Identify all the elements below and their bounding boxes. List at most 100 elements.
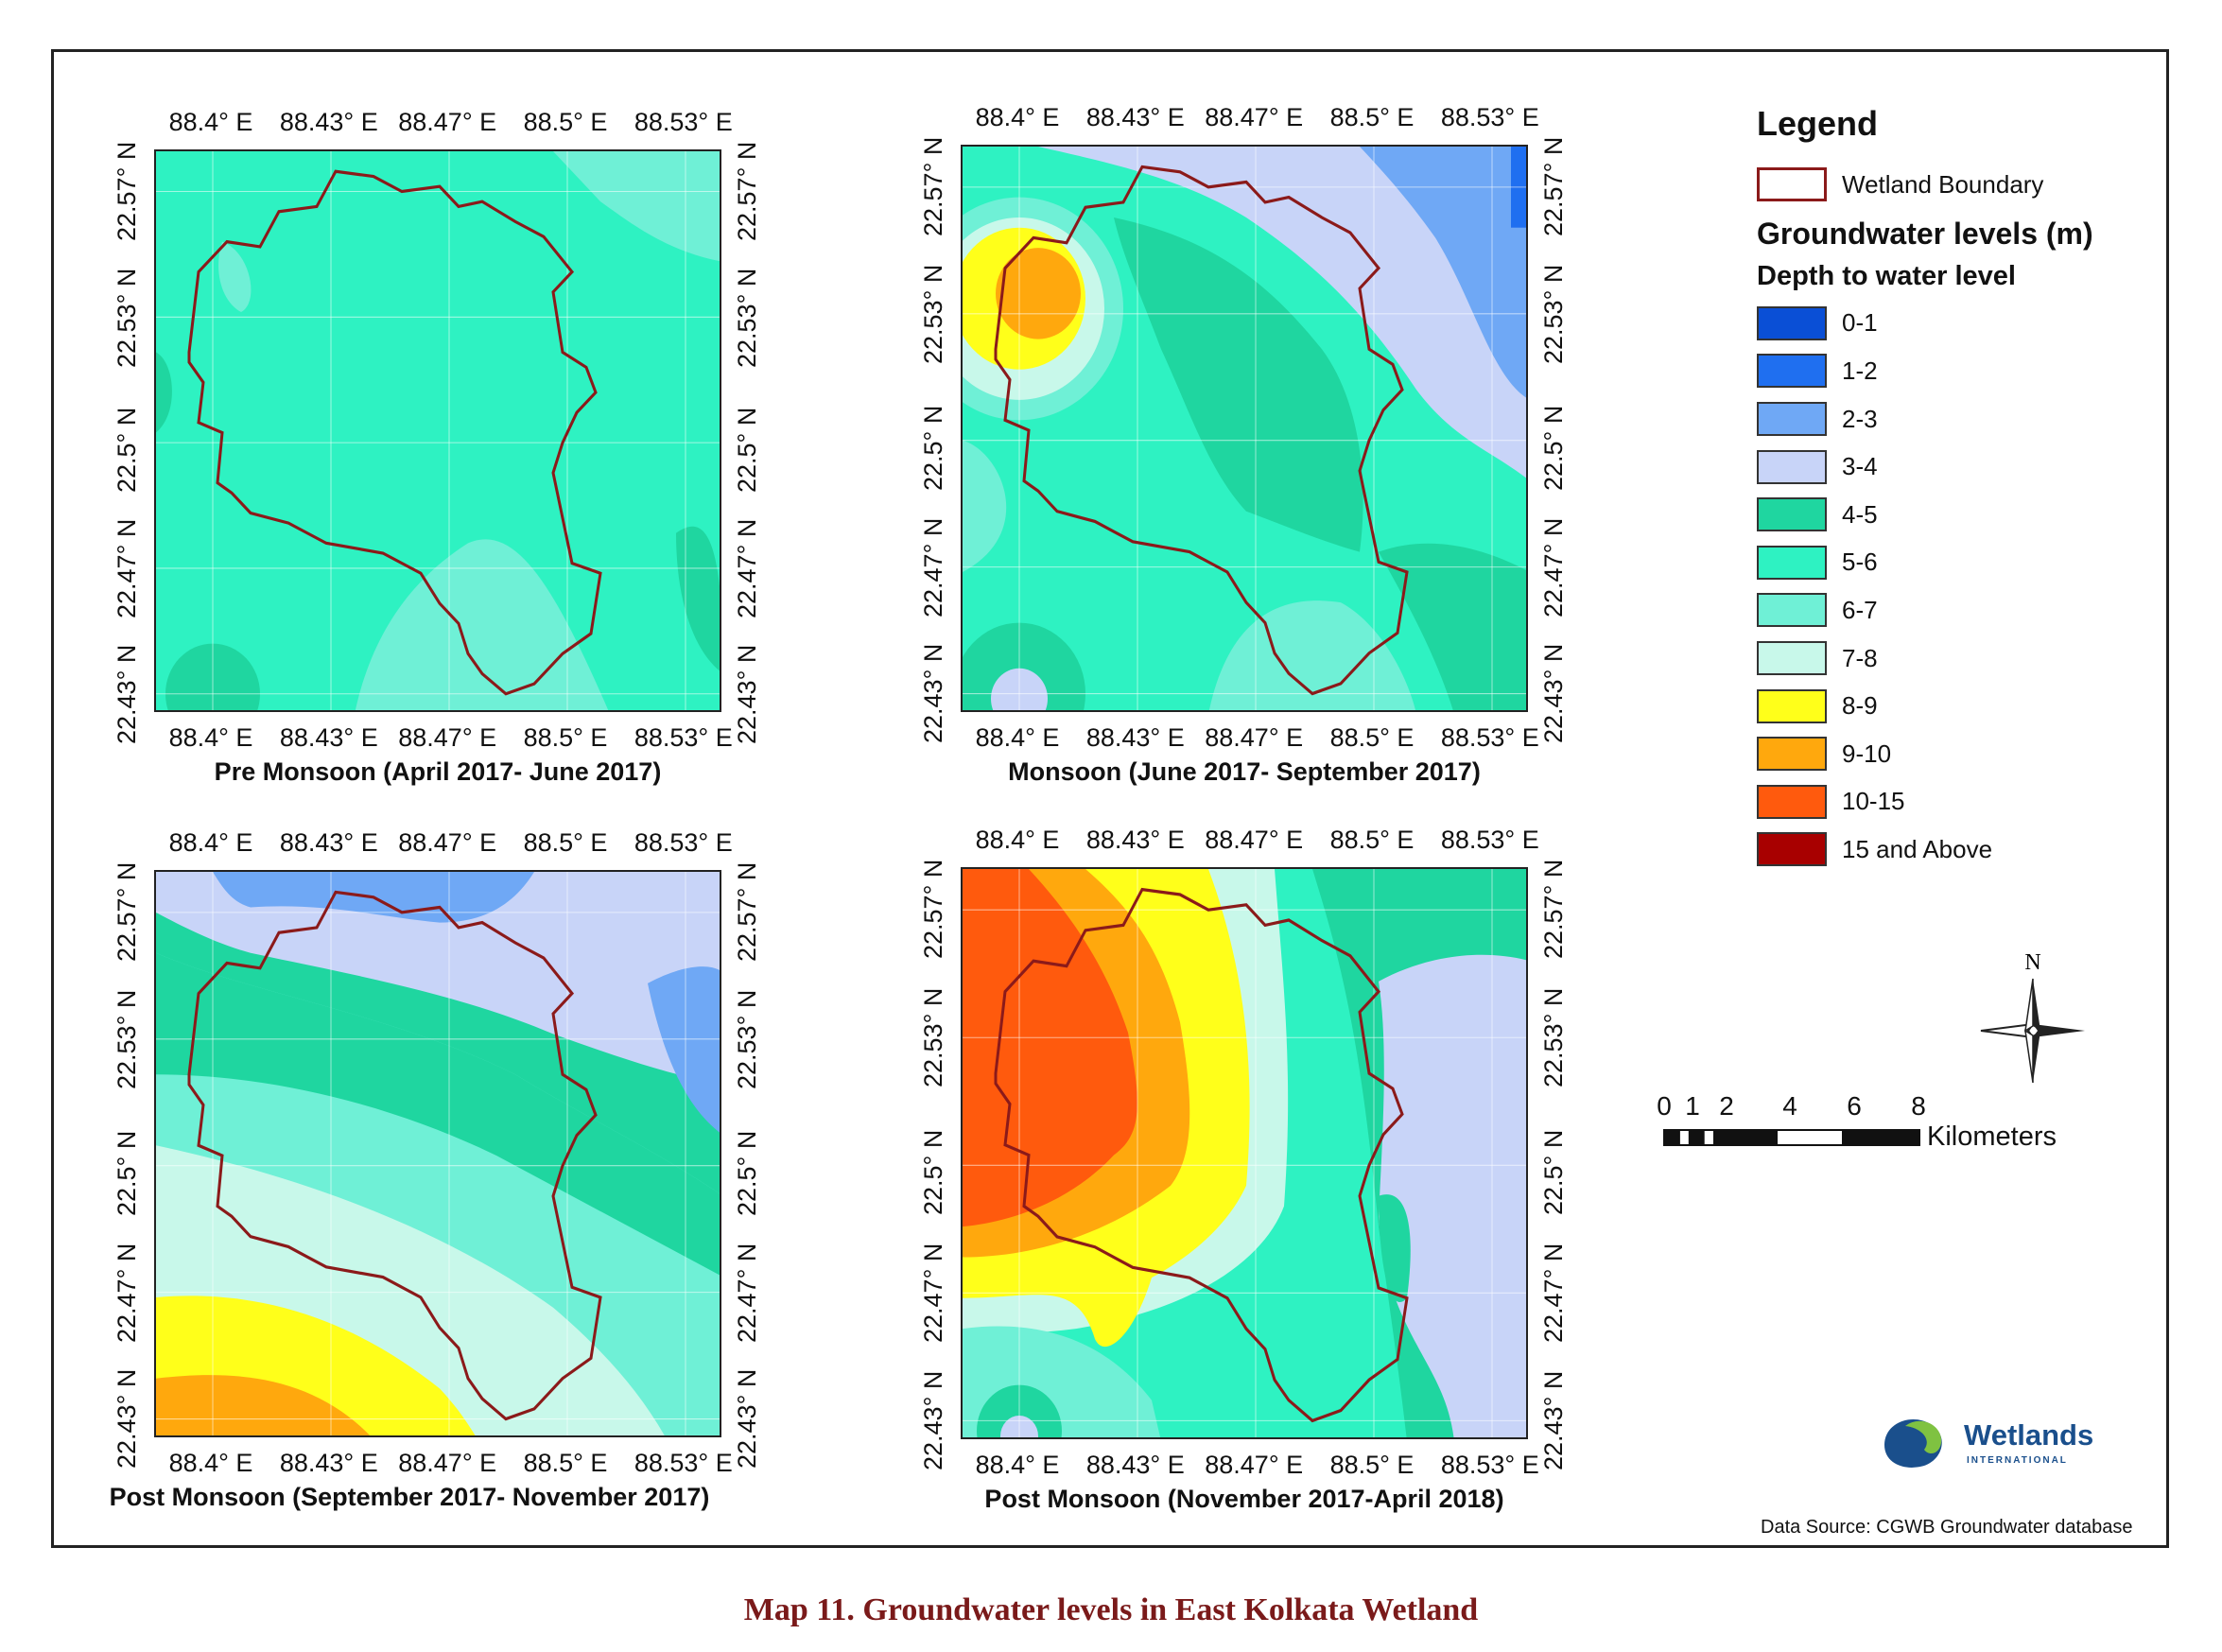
longitude-tick-label: 88.4° E bbox=[168, 828, 253, 857]
longitude-tick-label: 88.43° E bbox=[279, 1449, 378, 1477]
longitude-tick-label: 88.53° E bbox=[1440, 723, 1539, 752]
longitude-tick-label: 88.53° E bbox=[634, 108, 733, 136]
longitude-tick-label: 88.47° E bbox=[398, 828, 497, 857]
figure-caption: Map 11. Groundwater levels in East Kolka… bbox=[743, 1592, 1479, 1627]
longitude-tick-label: 88.43° E bbox=[1085, 103, 1185, 131]
longitude-tick-label: 88.47° E bbox=[1205, 1451, 1304, 1479]
legend-swatch bbox=[1757, 641, 1827, 676]
latitude-tick-label: 22.47° N bbox=[919, 1243, 947, 1344]
legend-class-label: 1-2 bbox=[1842, 356, 1878, 385]
legend-class-row: 4-5 bbox=[1757, 491, 2154, 539]
longitude-tick-label: 88.5° E bbox=[523, 108, 608, 136]
longitude-tick-label: 88.53° E bbox=[634, 1449, 733, 1477]
longitude-tick-label: 88.4° E bbox=[168, 108, 253, 136]
legend-swatch bbox=[1757, 354, 1827, 389]
latitude-tick-label: 22.57° N bbox=[113, 861, 141, 962]
latitude-tick-label: 22.53° N bbox=[1539, 988, 1568, 1088]
latitude-tick-label: 22.57° N bbox=[733, 141, 761, 241]
legend-class-label: 10-15 bbox=[1842, 787, 1905, 816]
longitude-tick-label: 88.53° E bbox=[634, 723, 733, 752]
legend-class-row: 15 and Above bbox=[1757, 826, 2154, 874]
legend-swatch bbox=[1757, 545, 1827, 580]
longitude-tick-label: 88.47° E bbox=[398, 723, 497, 752]
panel-title: Monsoon (June 2017- September 2017) bbox=[1008, 757, 1481, 786]
boundary-label: Wetland Boundary bbox=[1842, 169, 2044, 199]
longitude-tick-label: 88.5° E bbox=[523, 723, 608, 752]
longitude-tick-label: 88.4° E bbox=[168, 1449, 253, 1477]
latitude-tick-label: 22.43° N bbox=[1539, 644, 1568, 744]
latitude-tick-label: 22.53° N bbox=[919, 264, 947, 364]
legend-boundary-row: Wetland Boundary bbox=[1757, 161, 2154, 209]
scale-bar bbox=[1663, 1129, 1920, 1146]
legend-class-label: 0-1 bbox=[1842, 308, 1878, 338]
latitude-tick-label: 22.5° N bbox=[733, 1130, 761, 1216]
latitude-tick-label: 22.43° N bbox=[919, 1370, 947, 1471]
data-source: Data Source: CGWB Groundwater database bbox=[1761, 1517, 2133, 1538]
legend-swatch bbox=[1757, 832, 1827, 867]
legend-swatch bbox=[1757, 497, 1827, 532]
latitude-tick-label: 22.43° N bbox=[733, 644, 761, 744]
legend-swatch bbox=[1757, 737, 1827, 772]
latitude-tick-label: 22.53° N bbox=[733, 268, 761, 368]
latitude-tick-label: 22.47° N bbox=[919, 517, 947, 617]
latitude-tick-label: 22.57° N bbox=[113, 141, 141, 241]
legend-class-label: 4-5 bbox=[1842, 499, 1878, 529]
latitude-tick-label: 22.47° N bbox=[1539, 1243, 1568, 1344]
scale-tick-label: 0 bbox=[1657, 1091, 1672, 1121]
legend-class-row: 3-4 bbox=[1757, 443, 2154, 491]
legend-class-row: 9-10 bbox=[1757, 730, 2154, 778]
latitude-tick-label: 22.53° N bbox=[1539, 264, 1568, 364]
legend-class-label: 7-8 bbox=[1842, 643, 1878, 672]
latitude-tick-label: 22.43° N bbox=[113, 1369, 141, 1469]
latitude-tick-label: 22.57° N bbox=[733, 861, 761, 962]
scale-tick-label: 8 bbox=[1911, 1091, 1926, 1121]
scale-tick-label: 1 bbox=[1685, 1091, 1700, 1121]
map-panel-2 bbox=[961, 145, 1528, 712]
legend-swatch bbox=[1757, 305, 1827, 340]
legend-class-label: 15 and Above bbox=[1842, 834, 1993, 863]
longitude-tick-label: 88.53° E bbox=[634, 828, 733, 857]
longitude-tick-label: 88.47° E bbox=[1205, 103, 1304, 131]
latitude-tick-label: 22.53° N bbox=[113, 268, 141, 368]
latitude-tick-label: 22.53° N bbox=[919, 988, 947, 1088]
longitude-tick-label: 88.47° E bbox=[1205, 826, 1304, 854]
longitude-tick-label: 88.43° E bbox=[1085, 826, 1185, 854]
longitude-tick-label: 88.53° E bbox=[1440, 826, 1539, 854]
latitude-tick-label: 22.57° N bbox=[1539, 136, 1568, 236]
scale-tick-label: 2 bbox=[1719, 1091, 1734, 1121]
legend-swatch bbox=[1757, 593, 1827, 628]
latitude-tick-label: 22.53° N bbox=[733, 989, 761, 1089]
figure-frame bbox=[51, 49, 2169, 1548]
north-label: N bbox=[2024, 950, 2040, 975]
latitude-tick-label: 22.43° N bbox=[113, 644, 141, 744]
legend-class-row: 5-6 bbox=[1757, 539, 2154, 587]
longitude-tick-label: 88.5° E bbox=[1329, 723, 1415, 752]
latitude-tick-label: 22.47° N bbox=[113, 518, 141, 618]
longitude-tick-label: 88.5° E bbox=[523, 828, 608, 857]
longitude-tick-label: 88.4° E bbox=[168, 723, 253, 752]
legend-title: Legend bbox=[1757, 104, 1879, 143]
legend-swatch bbox=[1757, 784, 1827, 819]
latitude-tick-label: 22.5° N bbox=[113, 407, 141, 494]
latitude-tick-label: 22.47° N bbox=[1539, 517, 1568, 617]
longitude-tick-label: 88.47° E bbox=[1205, 723, 1304, 752]
latitude-tick-label: 22.57° N bbox=[919, 859, 947, 960]
legend-subheading: Depth to water level bbox=[1757, 260, 2016, 291]
latitude-tick-label: 22.5° N bbox=[919, 1130, 947, 1216]
legend-class-label: 6-7 bbox=[1842, 595, 1878, 624]
legend-class-row: 1-2 bbox=[1757, 347, 2154, 395]
latitude-tick-label: 22.5° N bbox=[919, 405, 947, 491]
latitude-tick-label: 22.5° N bbox=[113, 1130, 141, 1216]
latitude-tick-label: 22.5° N bbox=[1539, 405, 1568, 491]
scale-unit: Kilometers bbox=[1927, 1122, 2057, 1152]
panel-title: Pre Monsoon (April 2017- June 2017) bbox=[214, 757, 662, 786]
wetland-boundary bbox=[187, 890, 602, 1421]
latitude-tick-label: 22.43° N bbox=[919, 644, 947, 744]
north-arrow-icon: N bbox=[1980, 950, 2085, 1084]
latitude-tick-label: 22.43° N bbox=[733, 1369, 761, 1469]
longitude-tick-label: 88.53° E bbox=[1440, 1451, 1539, 1479]
latitude-tick-label: 22.47° N bbox=[733, 1243, 761, 1343]
legend-class-row: 8-9 bbox=[1757, 682, 2154, 730]
legend-class-label: 8-9 bbox=[1842, 691, 1878, 721]
longitude-tick-label: 88.43° E bbox=[279, 108, 378, 136]
